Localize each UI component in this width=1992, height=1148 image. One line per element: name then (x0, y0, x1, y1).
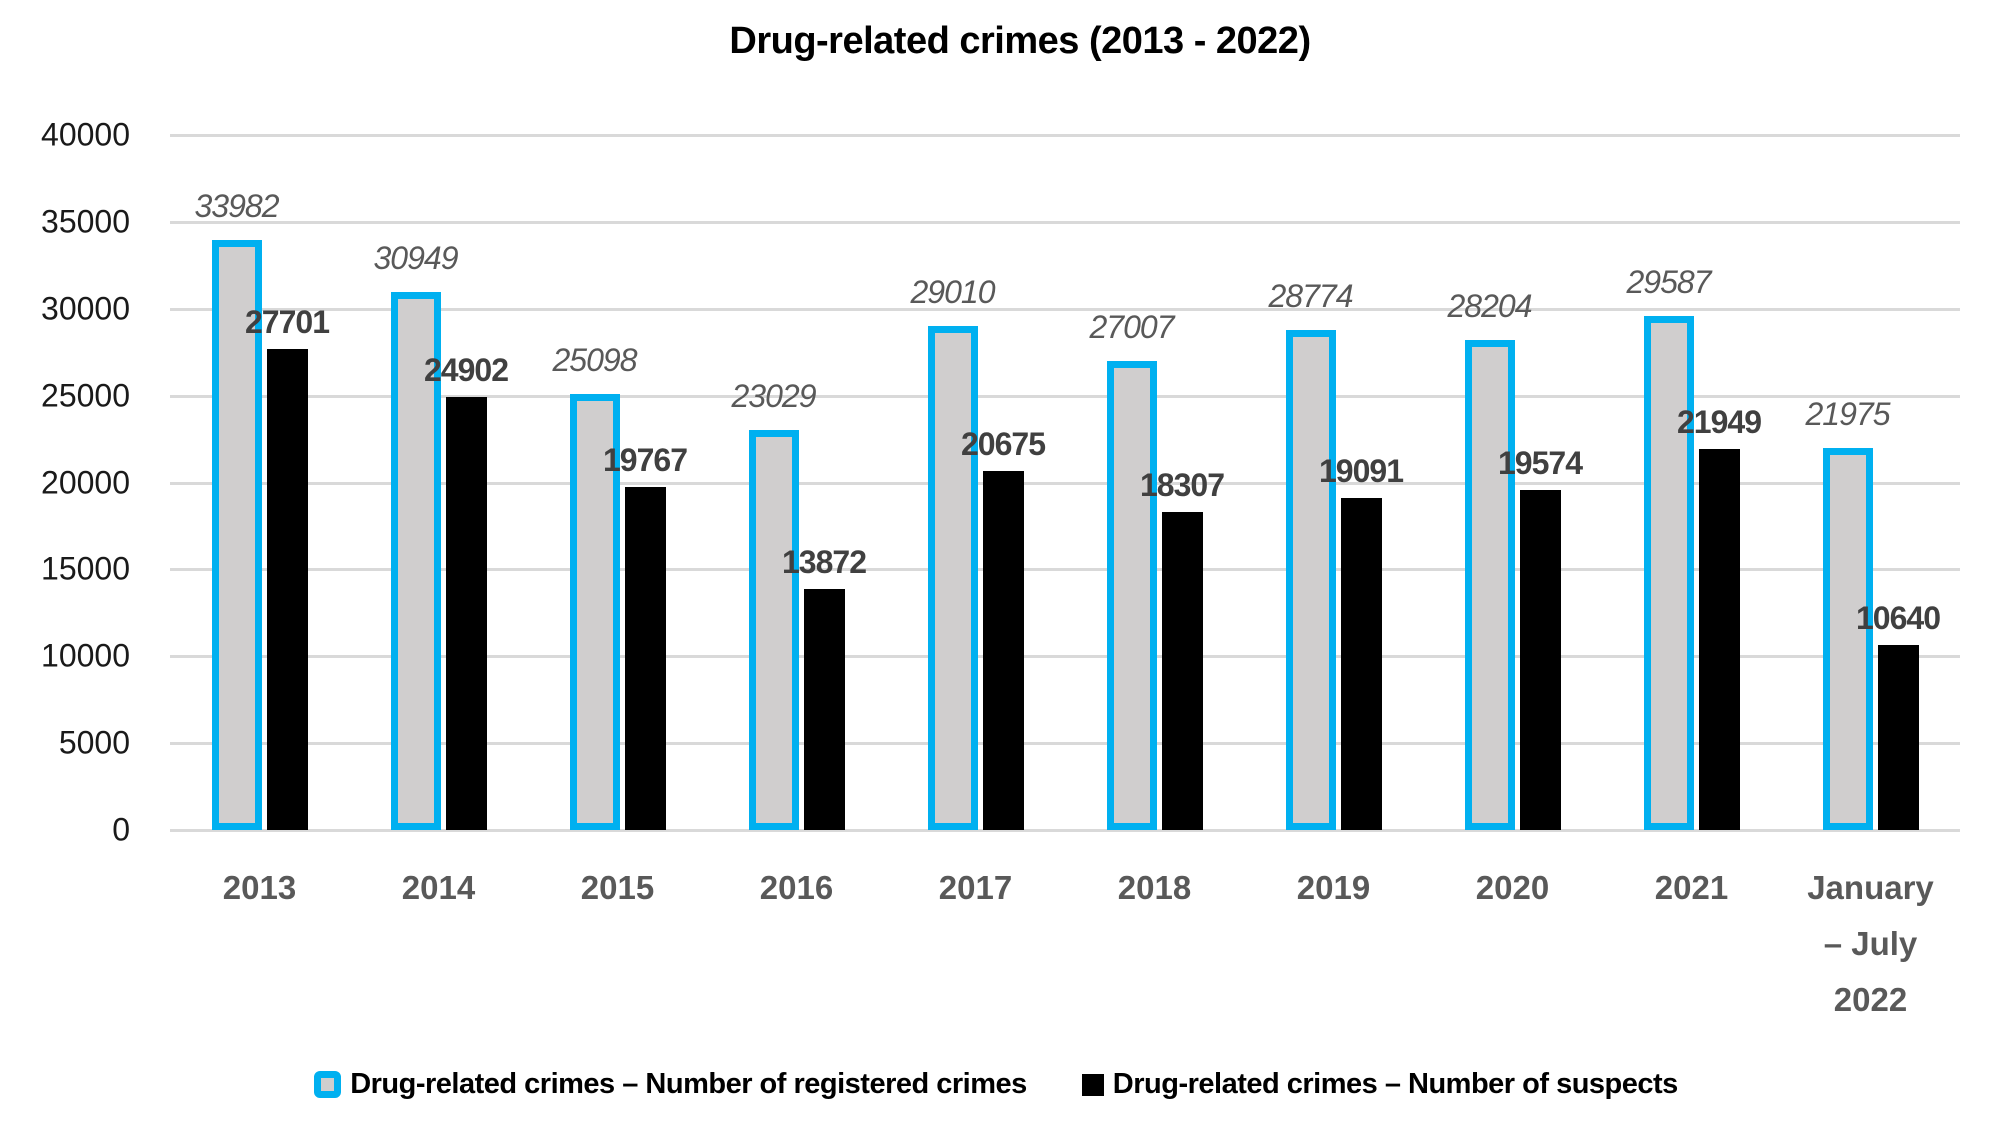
gridline (170, 307, 1960, 311)
category-group: 28774 19091 (1244, 135, 1423, 830)
legend-label-registered-crimes: Drug-related crimes – Number of register… (350, 1068, 1027, 1100)
gridline (170, 220, 1960, 224)
category-group: 21975 10640 (1781, 135, 1960, 830)
y-axis-tick-label: 40000 (41, 116, 130, 153)
y-axis-tick-label: 15000 (41, 550, 130, 587)
legend-swatch-registered-crimes-icon (314, 1071, 342, 1098)
bar-registered-crimes: 23029 (732, 378, 816, 830)
bar-suspects: 19767 (603, 442, 688, 830)
value-label-suspects: 24902 (424, 352, 509, 388)
category-group: 23029 13872 (707, 135, 886, 830)
bar-suspects: 27701 (245, 304, 330, 830)
value-label-registered-crimes: 21975 (1805, 396, 1891, 432)
legend-item-registered-crimes: Drug-related crimes – Number of register… (314, 1068, 1027, 1101)
gridline (170, 829, 1960, 832)
y-axis-tick-label: 10000 (41, 637, 130, 674)
chart-title: Drug-related crimes (2013 - 2022) (729, 20, 1311, 62)
gridline (170, 394, 1960, 398)
bar-suspects: 10640 (1856, 600, 1941, 830)
bar-registered-crimes: 29010 (911, 274, 995, 830)
bar-suspects: 21949 (1677, 404, 1762, 830)
y-axis-tick-label: 35000 (41, 203, 130, 240)
value-label-registered-crimes: 29587 (1626, 264, 1712, 300)
bar-suspects: 13872 (782, 544, 867, 830)
value-label-suspects: 19091 (1319, 453, 1404, 489)
value-label-suspects: 18307 (1140, 467, 1225, 503)
bar-suspects: 19091 (1319, 453, 1404, 830)
value-label-registered-crimes: 23029 (731, 378, 817, 414)
x-axis-label: 2013 (222, 869, 297, 906)
category-group: 27007 18307 (1065, 135, 1244, 830)
legend-swatch-suspects-icon (1081, 1073, 1104, 1096)
category-group: 30949 24902 (349, 135, 528, 830)
y-axis-tick-label: 25000 (41, 377, 130, 414)
bar-registered-crimes: 25098 (553, 342, 637, 830)
value-label-registered-crimes: 27007 (1089, 309, 1175, 345)
category-group: 29587 21949 (1602, 135, 1781, 830)
legend-label-suspects: Drug-related crimes – Number of suspects (1112, 1068, 1679, 1100)
x-axis-label: 2018 (1117, 869, 1192, 906)
legend-item-suspects: Drug-related crimes – Number of suspects (1081, 1068, 1679, 1101)
bar-registered-crimes: 33982 (195, 188, 279, 830)
value-label-suspects: 10640 (1856, 600, 1941, 636)
x-axis-label: 2019 (1296, 869, 1371, 906)
bar-registered-crimes: 29587 (1627, 264, 1711, 830)
bar-registered-crimes: 28774 (1269, 278, 1353, 830)
x-axis-label: 2017 (938, 869, 1013, 906)
value-label-registered-crimes: 28204 (1447, 288, 1533, 324)
value-label-suspects: 19767 (603, 442, 688, 478)
bar-registered-crimes: 21975 (1806, 396, 1890, 830)
gridline (170, 481, 1960, 485)
value-label-registered-crimes: 28774 (1268, 278, 1354, 314)
bar-suspects: 18307 (1140, 467, 1225, 830)
bar-registered-crimes: 30949 (374, 240, 458, 830)
x-axis-label: 2016 (759, 869, 834, 906)
y-axis-tick-label: 20000 (41, 464, 130, 500)
bar-registered-crimes: 27007 (1090, 309, 1174, 830)
bar-suspects: 24902 (424, 352, 509, 830)
value-label-registered-crimes: 29010 (910, 274, 996, 310)
legend: Drug-related crimes – Number of register… (0, 1068, 1992, 1101)
value-label-registered-crimes: 33982 (194, 188, 280, 224)
gridline (170, 742, 1960, 746)
x-axis-label: 2014 (401, 869, 476, 906)
value-label-suspects: 27701 (245, 304, 330, 340)
bar-registered-crimes: 28204 (1448, 288, 1532, 830)
x-axis-label: 2020 (1475, 869, 1550, 906)
gridline (170, 134, 1960, 137)
category-group: 33982 27701 (170, 135, 349, 830)
x-axis-label: 2015 (580, 869, 655, 906)
x-axis-label: January – July 2022 (1807, 869, 1934, 1018)
bar-suspects: 19574 (1498, 445, 1583, 830)
value-label-registered-crimes: 30949 (373, 240, 459, 276)
gridline (170, 655, 1960, 659)
gridline (170, 568, 1960, 572)
value-label-suspects: 19574 (1498, 445, 1583, 481)
category-group: 29010 20675 (886, 135, 1065, 830)
y-axis-tick-label: 0 (112, 811, 130, 848)
value-label-registered-crimes: 25098 (552, 342, 638, 378)
category-group: 28204 19574 (1423, 135, 1602, 830)
value-label-suspects: 13872 (782, 544, 867, 580)
y-axis-tick-label: 30000 (41, 290, 130, 327)
value-label-suspects: 20675 (961, 426, 1046, 462)
y-axis-tick-label: 5000 (58, 724, 130, 761)
plot-area: 0 5000 10000 15000 20000 25000 30000 35000 40000… (41, 117, 1960, 1018)
x-axis-label: 2021 (1654, 869, 1729, 906)
value-label-suspects: 21949 (1677, 404, 1762, 440)
bar-suspects: 20675 (961, 426, 1046, 830)
category-group: 25098 19767 (528, 135, 707, 830)
